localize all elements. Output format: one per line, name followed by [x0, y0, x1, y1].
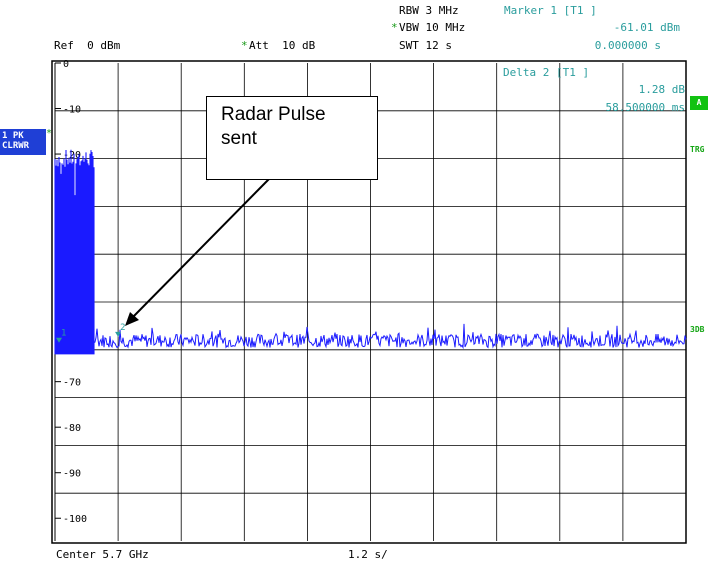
- arrow-head-icon: [125, 312, 139, 326]
- marker-group: 12: [56, 323, 125, 343]
- marker-icon: [115, 331, 122, 337]
- attenuation-label: Att 10 dB: [249, 39, 316, 52]
- vbw-star: *: [391, 21, 398, 34]
- marker-label: 1: [61, 329, 66, 339]
- att-star: *: [241, 39, 248, 52]
- annotation-callout: Radar Pulse sent: [206, 96, 378, 180]
- y-tick-label: -10: [63, 105, 81, 116]
- y-tick-label: -20: [63, 150, 81, 161]
- marker1-title: Marker 1 [T1 ]: [504, 4, 597, 17]
- right-a-label: A: [690, 96, 708, 110]
- y-tick-labels: 0 -10 -20 -70 -80 -90 -100: [55, 59, 87, 525]
- trace-star: *: [46, 128, 53, 139]
- annotation-line2: sent: [221, 128, 257, 149]
- y-tick-label: -90: [63, 469, 81, 480]
- grid-lines: [55, 63, 686, 541]
- y-tick-label: 0: [63, 59, 69, 70]
- vbw-label: VBW 10 MHz: [399, 21, 466, 34]
- sweep-span-label: 1.2 s/: [348, 548, 388, 561]
- rbw-label: RBW 3 MHz: [399, 4, 459, 17]
- trace-noise-floor: [93, 323, 687, 350]
- trace-clrwr-label: CLRWR: [2, 141, 30, 151]
- swt-label: SWT 12 s: [399, 39, 452, 52]
- annotation-arrow: [130, 177, 271, 320]
- marker-label: 2: [120, 323, 125, 333]
- marker1-value: -61.01 dBm: [613, 21, 680, 34]
- center-frequency-label: Center 5.7 GHz: [56, 548, 149, 561]
- right-3db-label: 3DB: [690, 325, 705, 334]
- delta2-title: Delta 2 [T1 ]: [503, 66, 590, 79]
- marker-icon: [56, 337, 62, 343]
- trace-mode-box: 1 PK CLRWR: [0, 129, 46, 155]
- right-trg-label: TRG: [690, 145, 705, 154]
- trace-group: [54, 149, 687, 355]
- y-tick-label: -70: [63, 378, 81, 389]
- annotation-line1: Radar Pulse: [221, 104, 326, 125]
- trace-detector-label: 1 PK: [2, 131, 24, 141]
- marker1-time: 0.000000 s: [594, 39, 661, 52]
- y-tick-label: -80: [63, 423, 81, 434]
- y-tick-label: -100: [63, 514, 87, 525]
- delta2-value: 1.28 dB: [638, 83, 685, 96]
- delta2-time: 58.500000 ms: [605, 101, 685, 114]
- ref-level-label: Ref 0 dBm: [54, 39, 121, 52]
- trace-burst: [54, 149, 95, 355]
